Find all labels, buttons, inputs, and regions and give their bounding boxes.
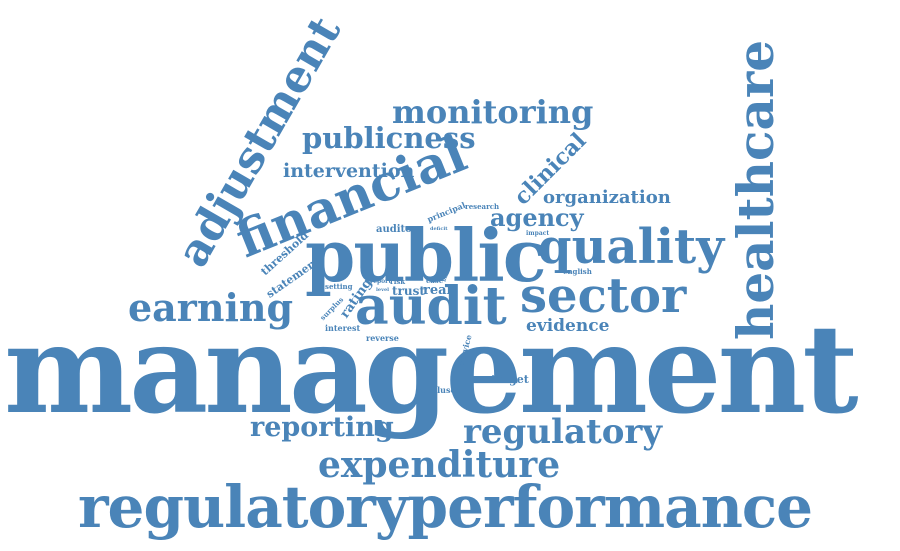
- word-healthcare: healthcare: [726, 40, 785, 340]
- word-interest: interest: [325, 323, 361, 333]
- word-risk: risk: [390, 277, 406, 286]
- word-case: case: [426, 276, 444, 285]
- word-intervention: intervention: [283, 160, 415, 182]
- word-organization: organization: [543, 187, 671, 208]
- word-deficit: deficit: [430, 226, 448, 232]
- word-evidence: evidence: [526, 316, 610, 336]
- word-public: public: [305, 213, 547, 298]
- word-regulatory: regulatory: [463, 412, 663, 452]
- word-reporting: reporting: [250, 412, 394, 443]
- word-surpluses: surpluses: [417, 385, 461, 395]
- word-impact: impact: [526, 230, 550, 237]
- word-level: level: [376, 287, 390, 293]
- word-setting: setting: [325, 282, 353, 291]
- word-expenditure: expenditure: [318, 444, 561, 486]
- word-quality: quality: [538, 219, 725, 275]
- word-english: english: [563, 267, 592, 276]
- word-management: management: [4, 297, 859, 441]
- word-agency: agency: [490, 203, 584, 232]
- word-research: research: [465, 202, 500, 211]
- word-monitoring: monitoring: [392, 93, 594, 131]
- word-auditor: auditor: [376, 224, 418, 235]
- word-target: target: [491, 373, 529, 386]
- word-real: real: [423, 283, 452, 298]
- word-audit: audit: [355, 276, 507, 337]
- word-regulatoryperformance: regulatoryperformance: [78, 473, 813, 541]
- word-trust: trust: [392, 284, 425, 298]
- word-reverse: reverse: [366, 333, 399, 343]
- word-report: report: [370, 278, 392, 285]
- word-publicness: publicness: [302, 121, 476, 155]
- word-earning: earning: [128, 285, 294, 330]
- word-sector: sector: [520, 268, 687, 324]
